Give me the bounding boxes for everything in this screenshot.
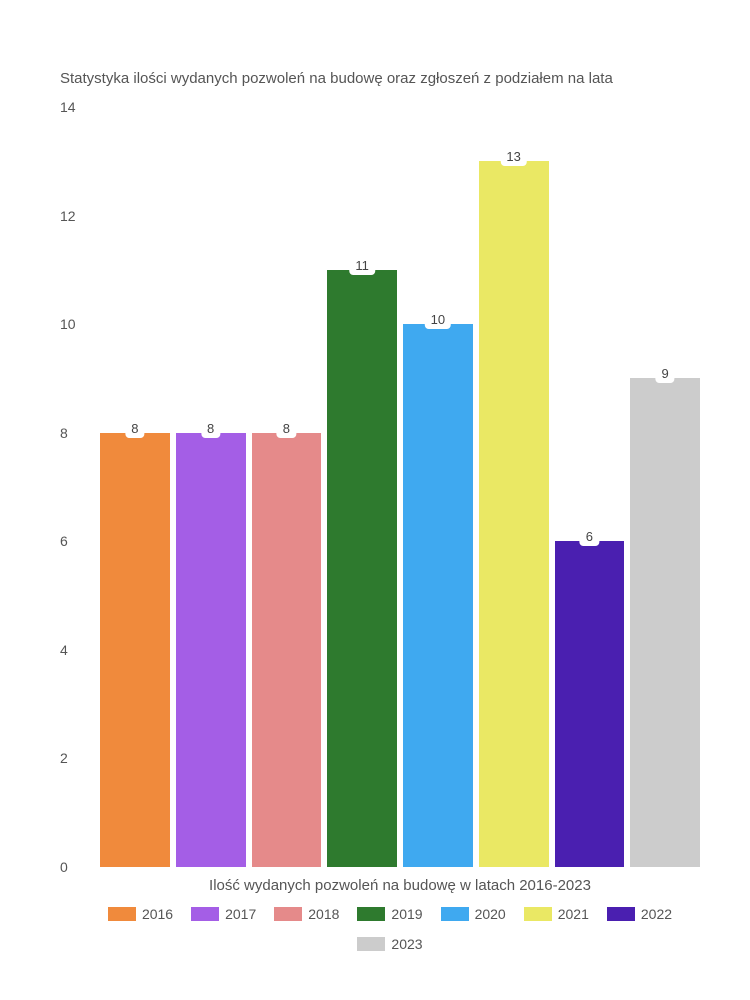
legend-label: 2019 [391, 906, 422, 922]
y-tick: 12 [30, 208, 80, 224]
bar-value-label: 13 [500, 147, 526, 166]
x-axis-label: Ilość wydanych pozwoleń na budowę w lata… [80, 877, 720, 894]
bar-2021: 13 [479, 107, 549, 867]
bar: 10 [403, 324, 473, 867]
bar-2022: 6 [555, 107, 625, 867]
bar-2020: 10 [403, 107, 473, 867]
legend-item-2023: 2023 [357, 936, 422, 952]
legend-item-2019: 2019 [357, 906, 422, 922]
y-axis: 14 12 10 8 6 4 2 0 [30, 107, 90, 867]
legend-swatch [357, 937, 385, 951]
bar-value-label: 11 [349, 256, 375, 275]
bar-value-label: 10 [425, 310, 451, 329]
bar-2023: 9 [630, 107, 700, 867]
legend-swatch [357, 907, 385, 921]
legend-label: 2023 [391, 936, 422, 952]
bar: 9 [630, 378, 700, 867]
bar-value-label: 8 [201, 419, 220, 438]
legend-item-2020: 2020 [441, 906, 506, 922]
bars-area: 8 8 8 11 10 [100, 107, 700, 867]
y-tick: 0 [30, 859, 80, 875]
y-tick: 2 [30, 750, 80, 766]
legend-label: 2018 [308, 906, 339, 922]
legend-swatch [441, 907, 469, 921]
y-tick: 6 [30, 533, 80, 549]
legend-swatch [524, 907, 552, 921]
legend-item-2021: 2021 [524, 906, 589, 922]
bar: 13 [479, 161, 549, 867]
legend-label: 2021 [558, 906, 589, 922]
plot-area: 14 12 10 8 6 4 2 0 8 8 8 [30, 107, 720, 867]
legend-item-2022: 2022 [607, 906, 672, 922]
y-tick: 10 [30, 316, 80, 332]
legend-label: 2022 [641, 906, 672, 922]
bar: 8 [252, 433, 322, 867]
legend-item-2017: 2017 [191, 906, 256, 922]
legend-swatch [607, 907, 635, 921]
bar: 11 [327, 270, 397, 867]
y-tick: 14 [30, 99, 80, 115]
legend: 2016 2017 2018 2019 2020 2021 2022 2023 [60, 906, 720, 952]
bar-2018: 8 [252, 107, 322, 867]
legend-swatch [191, 907, 219, 921]
bar-value-label: 8 [277, 419, 296, 438]
bar-2019: 11 [327, 107, 397, 867]
legend-label: 2020 [475, 906, 506, 922]
bar: 8 [100, 433, 170, 867]
bar: 8 [176, 433, 246, 867]
chart-title: Statystyka ilości wydanych pozwoleń na b… [60, 70, 720, 87]
bar-value-label: 9 [656, 364, 675, 383]
legend-swatch [108, 907, 136, 921]
bar-value-label: 6 [580, 527, 599, 546]
legend-swatch [274, 907, 302, 921]
bar-2017: 8 [176, 107, 246, 867]
bar-value-label: 8 [125, 419, 144, 438]
y-tick: 8 [30, 425, 80, 441]
y-tick: 4 [30, 642, 80, 658]
legend-label: 2016 [142, 906, 173, 922]
chart-container: Statystyka ilości wydanych pozwoleń na b… [0, 0, 750, 1000]
legend-item-2018: 2018 [274, 906, 339, 922]
bar: 6 [555, 541, 625, 867]
legend-label: 2017 [225, 906, 256, 922]
bar-2016: 8 [100, 107, 170, 867]
legend-item-2016: 2016 [108, 906, 173, 922]
